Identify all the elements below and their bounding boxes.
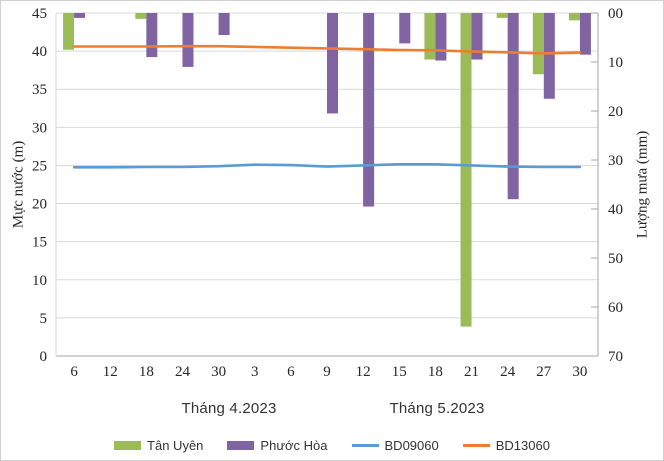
x-axis-tick-label: 24 — [175, 364, 191, 380]
x-axis-tick-label: 30 — [572, 364, 587, 380]
bar-phuoc-hoa-18 — [435, 13, 447, 61]
bar-tan-uyen-18 — [135, 13, 147, 19]
line-bd09060 — [72, 163, 582, 169]
legend-label-phuoc-hoa: Phước Hòa — [260, 438, 328, 453]
legend-swatch-bd13060 — [462, 444, 490, 447]
bar-phuoc-hoa-15 — [399, 13, 411, 44]
right-axis-tick-label: 00 — [608, 6, 623, 22]
line-bd13060 — [72, 44, 582, 55]
x-axis-tick-label: 18 — [139, 364, 154, 380]
x-axis-tick-label: 12 — [103, 364, 118, 380]
right-axis-tick-label: 30 — [608, 153, 623, 169]
x-axis-tick-label: 27 — [536, 364, 552, 380]
legend-swatch-bd09060 — [351, 444, 379, 447]
bar-phuoc-hoa-30 — [218, 13, 230, 36]
left-axis-tick-label: 20 — [32, 197, 47, 213]
x-axis-tick-label: 24 — [500, 364, 516, 380]
right-axis-tick-label: 50 — [608, 251, 623, 267]
bar-phuoc-hoa-12 — [363, 13, 375, 207]
x-axis-month-label-may: Tháng 5.2023 — [389, 400, 485, 417]
right-axis-tick-label: 20 — [608, 104, 623, 120]
legend-swatch-phuoc-hoa — [227, 441, 255, 450]
bar-tan-uyen-27 — [532, 13, 544, 75]
bar-phuoc-hoa-18 — [146, 13, 158, 58]
legend-item-tan-uyen: Tân Uyên — [114, 438, 203, 453]
left-axis-tick-label: 30 — [32, 120, 47, 136]
left-axis-tick-label: 40 — [32, 44, 47, 60]
left-axis-tick-label: 15 — [32, 235, 47, 251]
bar-phuoc-hoa-24 — [182, 13, 194, 67]
left-axis-tick-label: 35 — [32, 82, 47, 98]
x-axis-month-label-april: Tháng 4.2023 — [181, 400, 277, 417]
x-axis-tick-label: 15 — [392, 364, 407, 380]
x-axis-tick-label: 18 — [428, 364, 443, 380]
bar-phuoc-hoa-9 — [327, 13, 338, 114]
legend-label-bd09060: BD09060 — [384, 438, 439, 453]
legend-label-bd13060: BD13060 — [495, 438, 550, 453]
bar-phuoc-hoa-6 — [74, 13, 86, 18]
left-axis-tick-label: 0 — [40, 349, 48, 365]
bar-phuoc-hoa-30 — [579, 13, 591, 55]
right-axis-tick-label: 60 — [608, 300, 623, 316]
legend-swatch-tan-uyen — [114, 441, 142, 450]
x-axis-tick-label: 6 — [70, 364, 78, 380]
left-axis-title: Mực nước (m) — [10, 140, 27, 229]
legend-item-bd13060: BD13060 — [462, 438, 550, 453]
bar-tan-uyen-21 — [460, 13, 472, 327]
bar-tan-uyen-24 — [496, 13, 508, 18]
legend-item-phuoc-hoa: Phước Hòa — [227, 438, 328, 453]
bar-phuoc-hoa-24 — [507, 13, 519, 200]
legend-label-tan-uyen: Tân Uyên — [147, 438, 204, 453]
bar-tan-uyen-30 — [568, 13, 580, 21]
left-axis-tick-label: 25 — [32, 158, 47, 174]
x-axis-tick-label: 6 — [287, 364, 295, 380]
left-axis-tick-label: 45 — [32, 6, 47, 22]
right-axis-tick-label: 70 — [608, 349, 623, 365]
chart-legend: Tân Uyên Phước Hòa BD09060 BD13060 — [1, 438, 663, 453]
bar-tan-uyen-6 — [63, 13, 75, 50]
left-axis-tick-label: 5 — [40, 311, 48, 327]
x-axis-tick-label: 30 — [211, 364, 226, 380]
right-axis-tick-label: 10 — [608, 55, 623, 71]
right-axis-tick-label: 40 — [608, 202, 623, 218]
x-axis-tick-label: 21 — [464, 364, 479, 380]
x-axis-tick-label: 12 — [356, 364, 371, 380]
bar-phuoc-hoa-27 — [543, 13, 555, 99]
x-axis-tick-label: 9 — [323, 364, 331, 380]
left-axis-tick-label: 10 — [32, 273, 47, 289]
legend-item-bd09060: BD09060 — [351, 438, 439, 453]
bar-phuoc-hoa-21 — [471, 13, 483, 60]
right-axis-title: Lượng mưa (mm) — [634, 130, 651, 239]
bar-tan-uyen-18 — [424, 13, 436, 60]
x-axis-tick-label: 3 — [251, 364, 259, 380]
